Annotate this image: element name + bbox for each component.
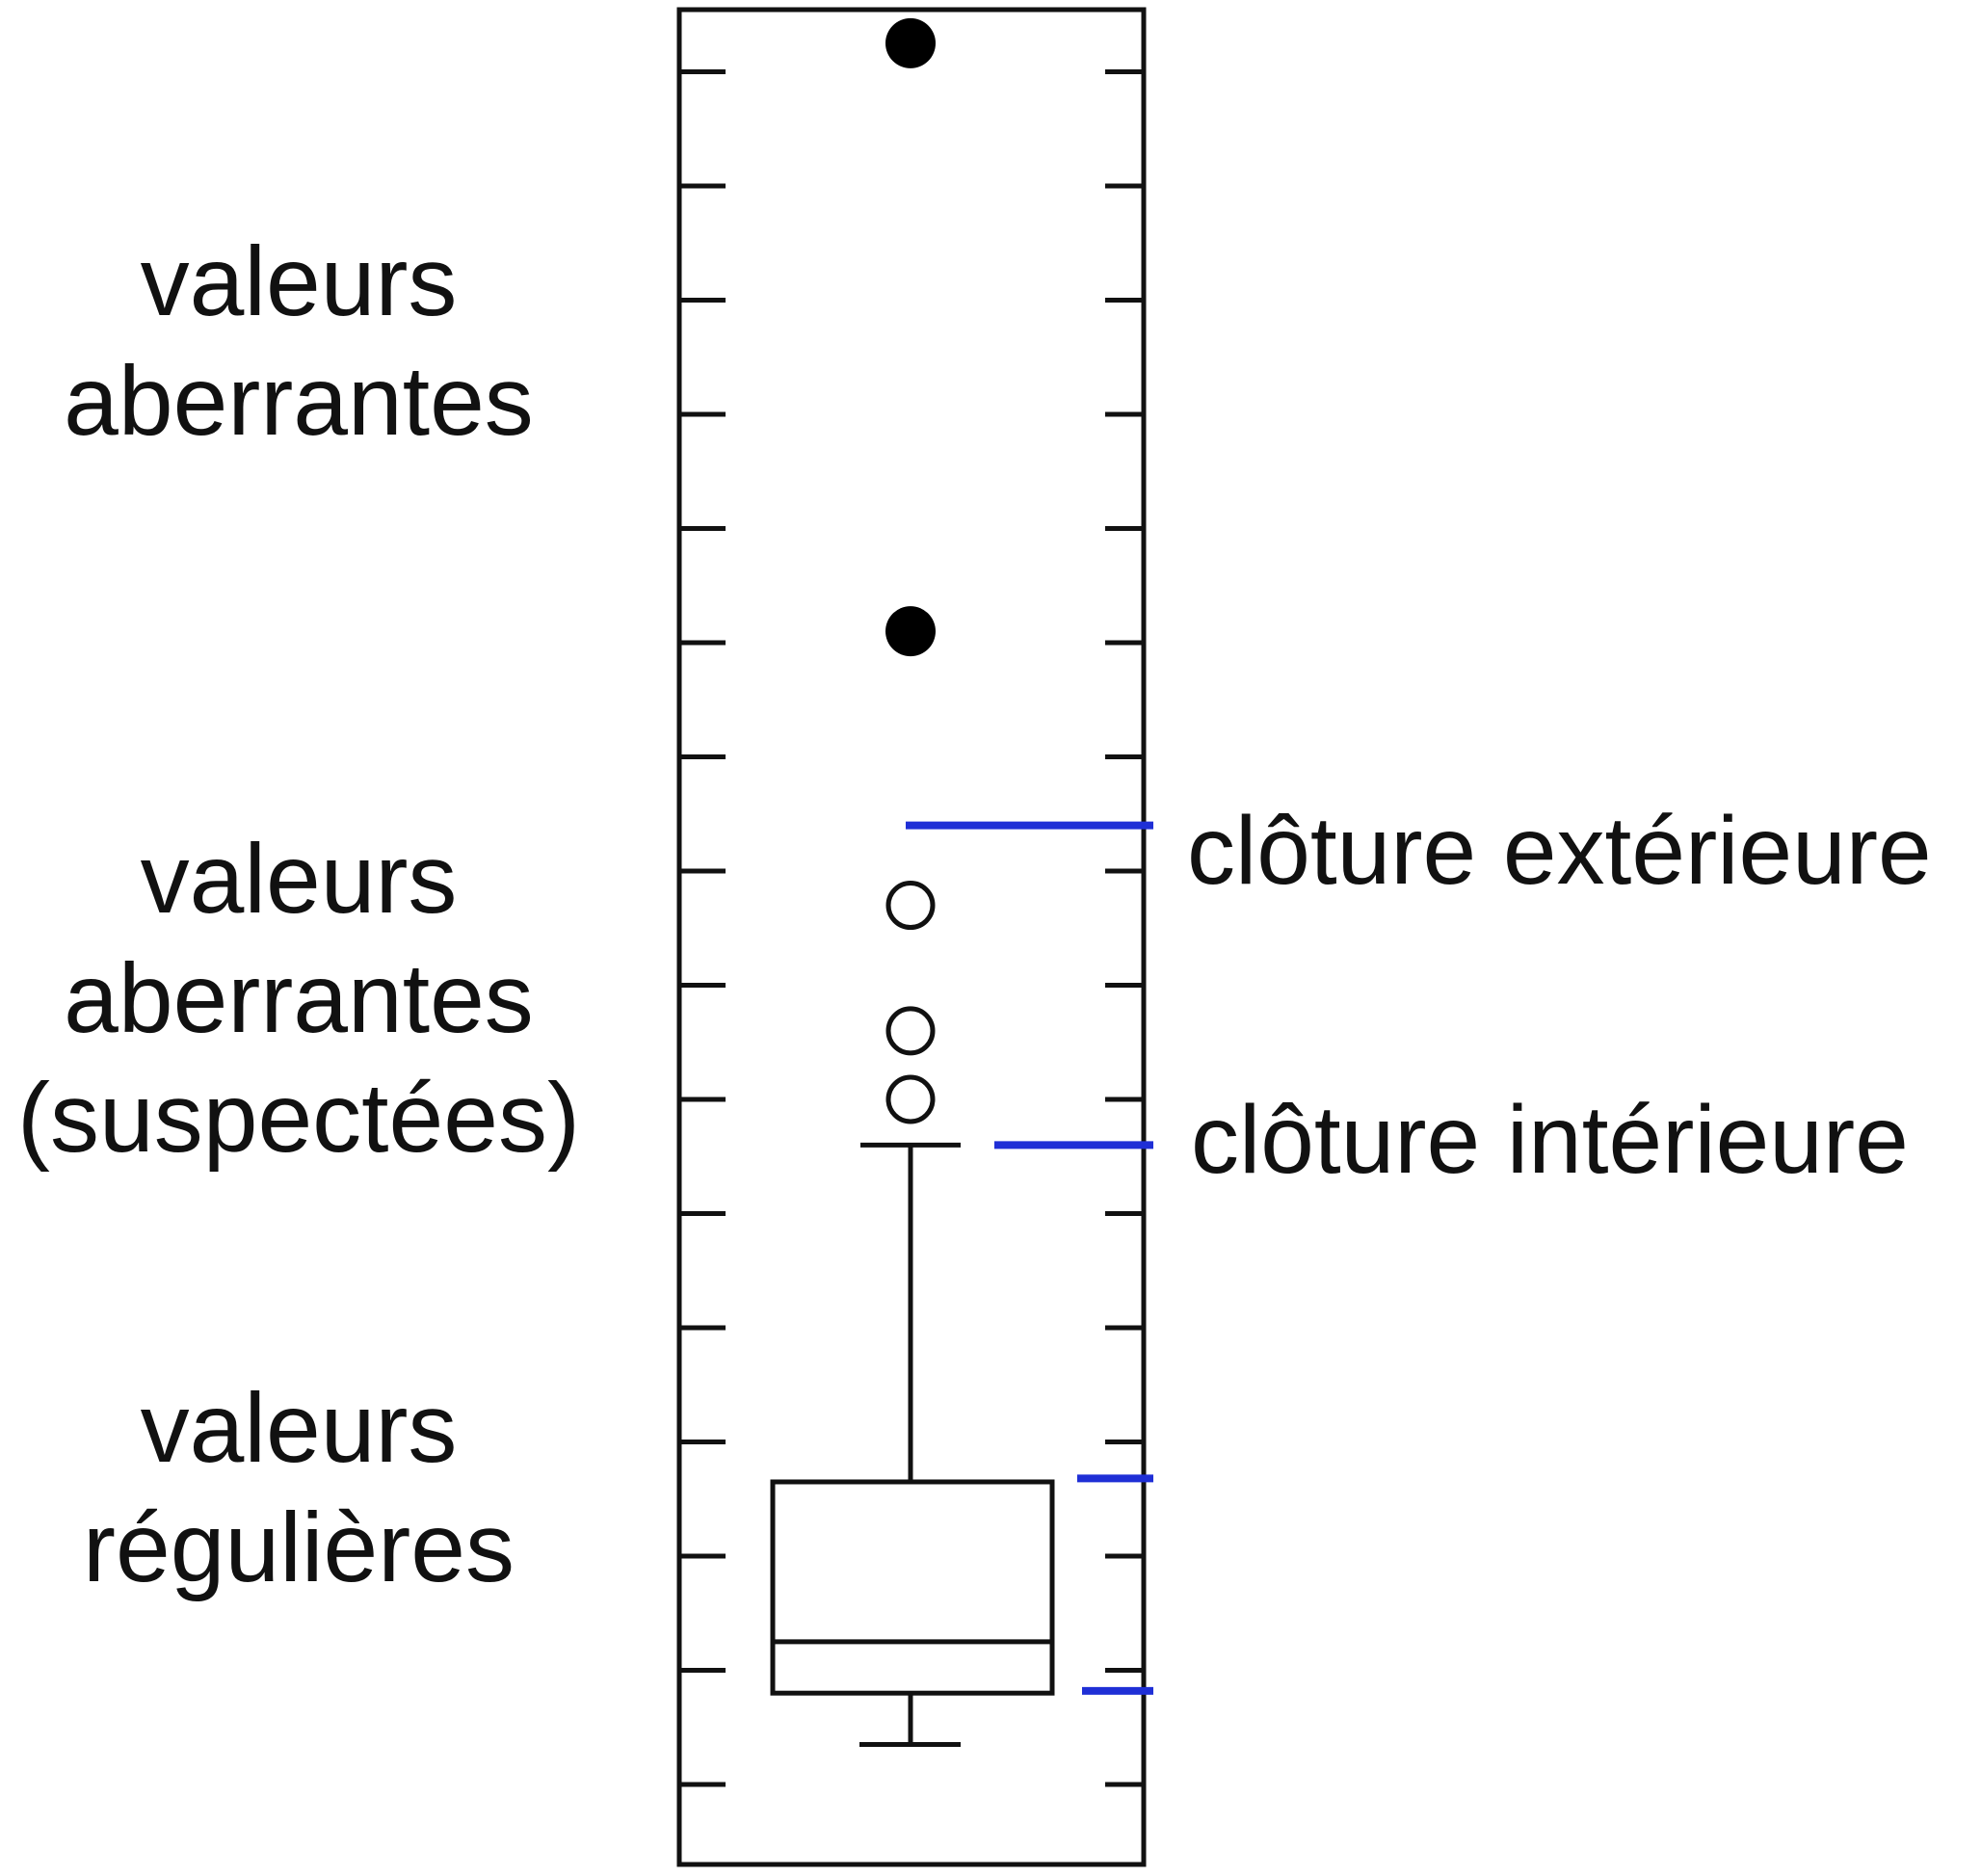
outer-fence-label: clôture extérieure bbox=[1187, 797, 1932, 905]
suspected-outlier-point bbox=[885, 1006, 936, 1056]
iqr-box bbox=[770, 1479, 1055, 1696]
regular-values-label: valeurs régulières bbox=[0, 1368, 597, 1607]
outlier-point bbox=[885, 606, 936, 657]
outliers-label-line-1: valeurs bbox=[140, 226, 458, 336]
plot-frame bbox=[676, 7, 1147, 1867]
inner-fence-label: clôture intérieure bbox=[1191, 1086, 1909, 1194]
suspected-outlier-point bbox=[885, 1074, 936, 1124]
suspected-outlier-point bbox=[885, 881, 936, 931]
regular-values-label-line-2: régulières bbox=[83, 1493, 515, 1602]
regular-values-label-line-1: valeurs bbox=[140, 1373, 458, 1483]
outliers-label-line-2: aberrantes bbox=[64, 346, 534, 456]
suspected-outliers-label: valeurs aberrantes (suspectées) bbox=[0, 819, 597, 1177]
outliers-label: valeurs aberrantes bbox=[0, 222, 597, 461]
suspected-outliers-label-line-2: aberrantes bbox=[64, 943, 534, 1053]
suspected-outliers-label-line-1: valeurs bbox=[140, 824, 458, 934]
outlier-point bbox=[885, 17, 936, 68]
suspected-outliers-label-line-3: (suspectées) bbox=[17, 1063, 580, 1173]
